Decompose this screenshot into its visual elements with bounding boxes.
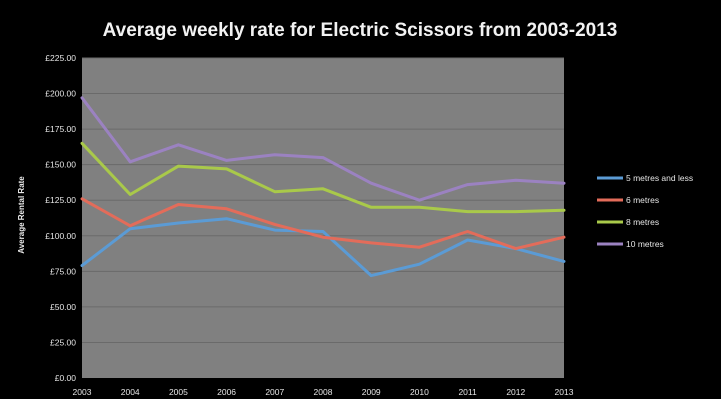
y-tick-label: £50.00 <box>50 302 76 312</box>
y-tick-label: £175.00 <box>45 124 76 134</box>
x-tick-label: 2011 <box>458 387 477 397</box>
chart-title: Average weekly rate for Electric Scissor… <box>103 20 618 41</box>
x-tick-label: 2003 <box>73 387 92 397</box>
x-tick-label: 2005 <box>169 387 188 397</box>
legend-label: 6 metres <box>626 195 659 205</box>
x-axis-ticks: 2003 2004 2005 2006 2007 2008 2009 2010 2011 2012… <box>73 387 574 397</box>
x-tick-label: 2007 <box>265 387 284 397</box>
series-line <box>80 217 566 278</box>
series-lines <box>80 96 566 278</box>
y-tick-label: £225.00 <box>45 53 76 63</box>
x-tick-label: 2008 <box>314 387 333 397</box>
x-tick-label: 2013 <box>555 387 574 397</box>
y-axis-ticks: £0.00 £25.00 £50.00 £75.00 £100.00 £125.00 £15… <box>45 53 76 383</box>
y-tick-label: £125.00 <box>45 195 76 205</box>
plot-area <box>82 58 564 378</box>
legend-label: 10 metres <box>626 239 664 249</box>
y-tick-label: £0.00 <box>55 373 77 383</box>
series-line <box>80 96 566 202</box>
gridlines <box>82 57 564 343</box>
x-tick-label: 2006 <box>217 387 236 397</box>
series-line <box>80 197 566 251</box>
x-tick-label: 2012 <box>506 387 525 397</box>
x-tick-label: 2009 <box>362 387 381 397</box>
series-line <box>80 141 566 214</box>
legend-label: 8 metres <box>626 217 659 227</box>
y-tick-label: £200.00 <box>45 89 76 99</box>
y-tick-label: £25.00 <box>50 337 76 347</box>
legend-label: 5 metres and less <box>626 173 693 183</box>
x-tick-label: 2010 <box>410 387 429 397</box>
y-tick-label: £75.00 <box>50 266 76 276</box>
legend: 5 metres and less 6 metres 8 metres 10 metr… <box>597 173 693 249</box>
plot-background <box>82 58 564 378</box>
x-tick-label: 2004 <box>121 387 140 397</box>
y-tick-label: £150.00 <box>45 160 76 170</box>
y-tick-label: £100.00 <box>45 231 76 241</box>
y-axis-label: Average Rental Rate <box>17 176 26 254</box>
